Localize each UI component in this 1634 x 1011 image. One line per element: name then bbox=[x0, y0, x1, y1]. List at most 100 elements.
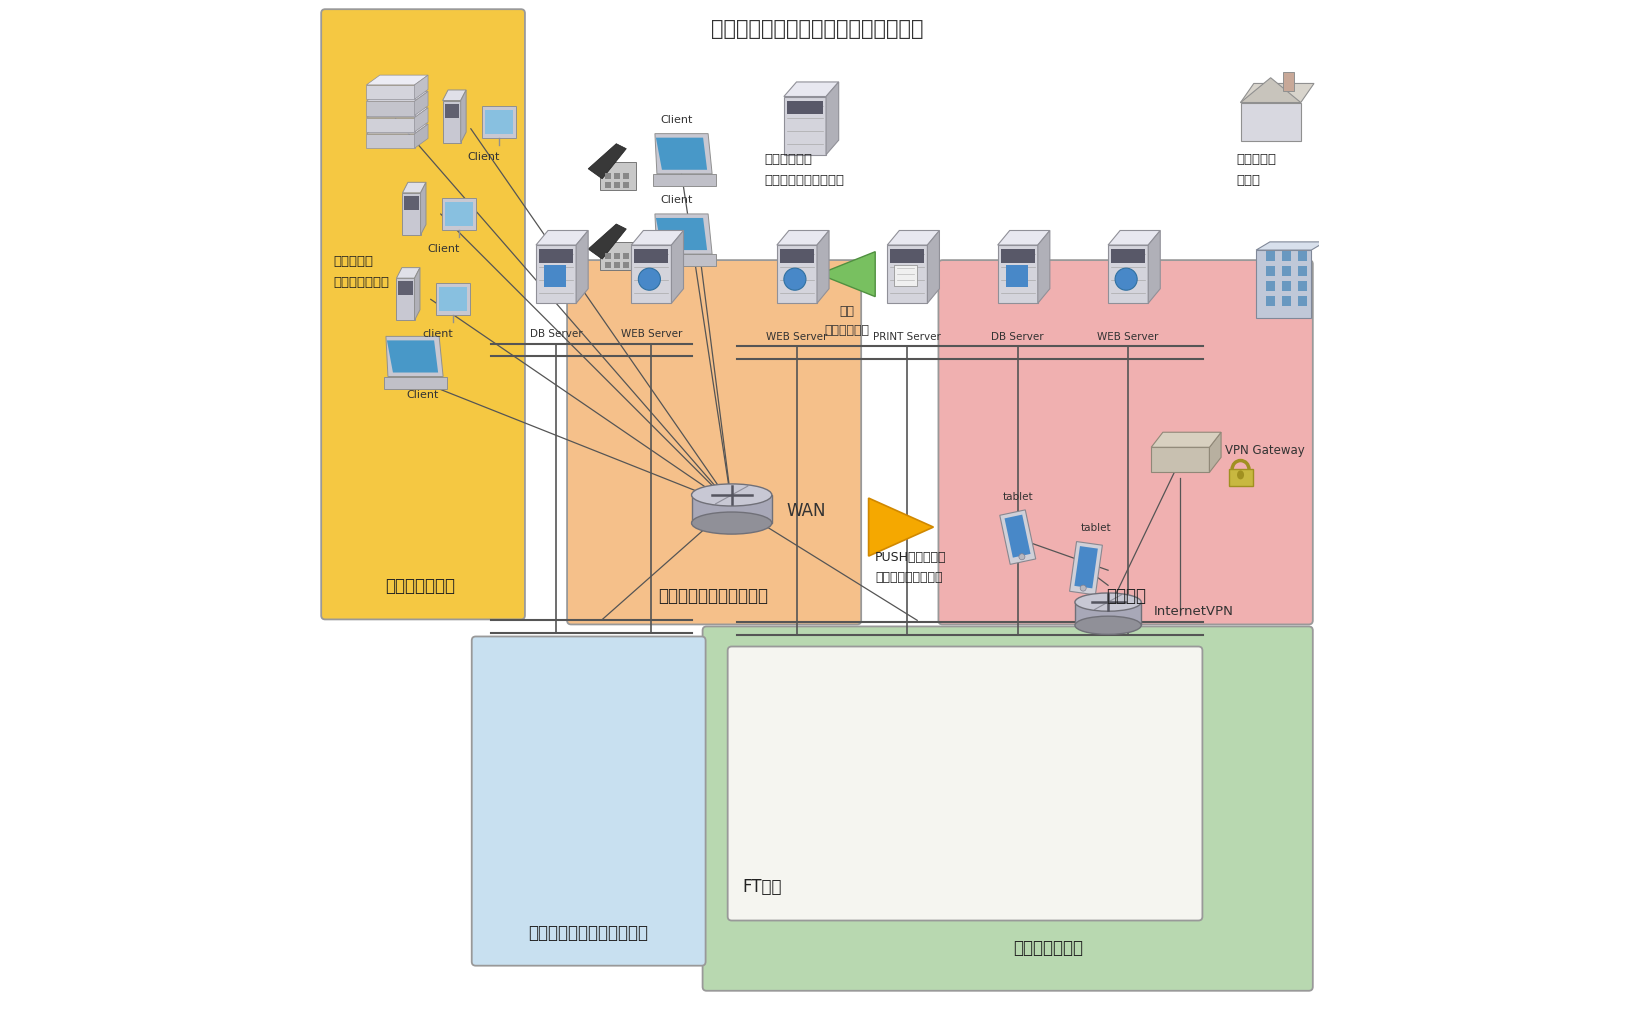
Ellipse shape bbox=[784, 269, 806, 291]
Polygon shape bbox=[399, 282, 412, 296]
Polygon shape bbox=[817, 232, 828, 304]
Polygon shape bbox=[577, 232, 588, 304]
Ellipse shape bbox=[1080, 585, 1087, 591]
Text: ・問合せ対応
・訪問担当員への指示: ・問合せ対応 ・訪問担当員への指示 bbox=[765, 153, 845, 186]
Polygon shape bbox=[415, 76, 428, 100]
Polygon shape bbox=[998, 246, 1038, 304]
Polygon shape bbox=[1000, 250, 1034, 263]
Text: DB Server: DB Server bbox=[529, 329, 582, 339]
Polygon shape bbox=[436, 284, 469, 316]
Text: Client: Client bbox=[428, 244, 459, 254]
Polygon shape bbox=[784, 83, 838, 97]
Polygon shape bbox=[366, 125, 428, 134]
Polygon shape bbox=[827, 83, 838, 156]
Text: Client: Client bbox=[467, 152, 500, 162]
Polygon shape bbox=[397, 268, 420, 279]
Polygon shape bbox=[1005, 516, 1031, 558]
Polygon shape bbox=[894, 266, 917, 287]
Polygon shape bbox=[631, 232, 683, 246]
Polygon shape bbox=[691, 495, 771, 524]
Polygon shape bbox=[415, 125, 428, 149]
Text: Client: Client bbox=[407, 389, 440, 399]
Polygon shape bbox=[605, 254, 611, 260]
Polygon shape bbox=[366, 102, 415, 116]
Polygon shape bbox=[366, 108, 428, 118]
Polygon shape bbox=[397, 279, 415, 321]
Polygon shape bbox=[655, 139, 708, 171]
Polygon shape bbox=[402, 183, 426, 194]
Polygon shape bbox=[654, 255, 716, 267]
Polygon shape bbox=[544, 266, 565, 288]
Text: カスタマーサービス拠点: カスタマーサービス拠点 bbox=[659, 586, 768, 605]
Ellipse shape bbox=[1020, 554, 1025, 560]
Polygon shape bbox=[614, 254, 621, 260]
Polygon shape bbox=[1240, 84, 1314, 103]
Polygon shape bbox=[819, 253, 876, 297]
Polygon shape bbox=[788, 101, 824, 115]
Polygon shape bbox=[539, 250, 574, 263]
Polygon shape bbox=[536, 232, 588, 246]
Polygon shape bbox=[366, 76, 428, 86]
Polygon shape bbox=[623, 174, 629, 180]
Text: 本社　会員管理: 本社 会員管理 bbox=[386, 576, 456, 594]
Polygon shape bbox=[438, 288, 467, 312]
Polygon shape bbox=[614, 263, 621, 269]
Polygon shape bbox=[605, 263, 611, 269]
FancyBboxPatch shape bbox=[727, 647, 1203, 921]
Polygon shape bbox=[402, 194, 420, 236]
Polygon shape bbox=[1266, 297, 1275, 307]
Polygon shape bbox=[998, 232, 1051, 246]
Polygon shape bbox=[415, 108, 428, 132]
Text: 割賦販売　会員管理システム　構成図: 割賦販売 会員管理システム 構成図 bbox=[711, 19, 923, 39]
Ellipse shape bbox=[691, 484, 771, 507]
FancyBboxPatch shape bbox=[472, 637, 706, 966]
Polygon shape bbox=[776, 232, 828, 246]
Text: Client: Client bbox=[660, 195, 693, 204]
Ellipse shape bbox=[1237, 471, 1243, 480]
Text: ・定期訪問
・集金: ・定期訪問 ・集金 bbox=[1237, 153, 1276, 186]
Ellipse shape bbox=[691, 513, 771, 535]
Polygon shape bbox=[1240, 103, 1301, 142]
Polygon shape bbox=[1266, 252, 1275, 262]
Polygon shape bbox=[1038, 232, 1051, 304]
Polygon shape bbox=[1000, 511, 1036, 565]
Ellipse shape bbox=[639, 269, 660, 291]
Polygon shape bbox=[655, 218, 708, 251]
Text: ・会員登録
・銀行引落業務: ・会員登録 ・銀行引落業務 bbox=[333, 255, 389, 289]
Polygon shape bbox=[461, 91, 466, 144]
Ellipse shape bbox=[1114, 269, 1137, 291]
Polygon shape bbox=[588, 145, 626, 180]
Polygon shape bbox=[366, 134, 415, 149]
Polygon shape bbox=[614, 183, 621, 189]
Polygon shape bbox=[443, 91, 466, 101]
Polygon shape bbox=[887, 232, 940, 246]
Text: 会員様宅: 会員様宅 bbox=[1106, 586, 1145, 605]
Polygon shape bbox=[623, 263, 629, 269]
Polygon shape bbox=[623, 183, 629, 189]
Text: PUSH通知による
現地担当員への依頼: PUSH通知による 現地担当員への依頼 bbox=[876, 551, 946, 583]
Polygon shape bbox=[387, 341, 438, 373]
Polygon shape bbox=[444, 104, 459, 118]
Polygon shape bbox=[1266, 267, 1275, 277]
Text: VPN Gateway: VPN Gateway bbox=[1226, 444, 1306, 457]
Polygon shape bbox=[928, 232, 940, 304]
Polygon shape bbox=[1240, 79, 1301, 103]
Polygon shape bbox=[1283, 282, 1291, 292]
Polygon shape bbox=[366, 92, 428, 102]
Text: FT構成: FT構成 bbox=[742, 878, 781, 896]
Text: WEB Server: WEB Server bbox=[1098, 332, 1159, 342]
FancyBboxPatch shape bbox=[322, 10, 525, 620]
Polygon shape bbox=[869, 498, 933, 556]
Polygon shape bbox=[1266, 282, 1275, 292]
Polygon shape bbox=[366, 118, 415, 132]
Polygon shape bbox=[1299, 252, 1307, 262]
Text: DB Server: DB Server bbox=[992, 332, 1044, 342]
Polygon shape bbox=[1283, 73, 1294, 92]
Polygon shape bbox=[1229, 470, 1253, 486]
Text: tablet: tablet bbox=[1080, 523, 1111, 533]
Text: WAN: WAN bbox=[788, 501, 827, 520]
Polygon shape bbox=[1152, 433, 1221, 448]
Polygon shape bbox=[779, 250, 814, 263]
Polygon shape bbox=[420, 183, 426, 236]
Polygon shape bbox=[441, 199, 475, 231]
